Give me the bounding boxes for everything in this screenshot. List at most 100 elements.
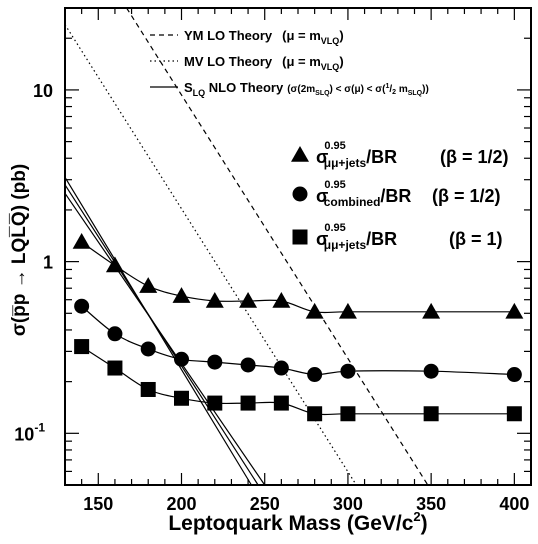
legend-extra: (σ(2m — [287, 84, 315, 95]
x-tick-label: 250 — [250, 494, 280, 514]
legend-close: ) — [339, 28, 343, 43]
data-point-circle — [506, 367, 522, 383]
data-point-circle — [340, 363, 356, 379]
x-axis-label: Leptoquark Mass (GeV/c2) — [168, 509, 427, 535]
legend-extra: (μ = m — [282, 54, 321, 69]
legend-fraction-slash: / — [389, 84, 392, 95]
y-tick-label: 10 — [33, 81, 53, 101]
data-point-triangle — [105, 256, 124, 273]
x-tick-label: 300 — [333, 494, 363, 514]
data-point-square — [307, 406, 323, 422]
legend-subscript: μμ+jets — [324, 238, 367, 252]
legend-superscript: 0.95 — [324, 222, 345, 234]
legend-label-dashed: YM LO Theory (μ = mVLQ) — [184, 28, 344, 46]
data-point-circle — [207, 354, 223, 370]
legend-beta-circle: (β = 1/2) — [432, 186, 501, 206]
legend-marker-circle — [292, 186, 308, 202]
y-tick-label: 10-1 — [14, 420, 45, 444]
legend-sigma: σ — [316, 229, 328, 249]
theory-curve-solid — [64, 192, 266, 486]
y-tick-label-base: 10 — [14, 424, 34, 444]
legend-close: )) — [422, 84, 429, 95]
legend-series-label-triangle: σ0.95 μμ+jets/BR — [316, 140, 397, 170]
legend-series-label-square: σ0.95 μμ+jets/BR — [316, 222, 397, 252]
legend-extra-subscript-2: SLQ — [408, 90, 423, 97]
data-point-triangle — [72, 233, 91, 249]
data-point-circle — [140, 341, 156, 357]
legend-sigma: σ — [316, 147, 328, 167]
legend-name-rest: NLO Theory — [205, 80, 284, 95]
legend-extra-2: ) < σ(μ) < σ( — [330, 84, 387, 95]
legend-name: MV LO Theory — [184, 54, 273, 69]
theory-curve-solid — [64, 176, 252, 486]
legend-beta-triangle: (β = 1/2) — [440, 147, 509, 167]
data-point-triangle — [272, 291, 291, 308]
legend-fraction-denominator: 2 — [392, 89, 396, 96]
legend-rest: /BR — [366, 229, 397, 249]
legend-label-solid: SLQ NLO Theory (σ(2mSLQ) < σ(μ) < σ(1/2 m… — [184, 80, 429, 98]
data-point-square — [273, 395, 289, 411]
legend-series-label-circle: σ0.95 combined/BR — [316, 179, 411, 209]
data-point-circle — [423, 363, 439, 379]
legend-close: ) — [339, 54, 343, 69]
data-point-triangle — [205, 291, 224, 308]
legend-sigma: σ — [316, 186, 328, 206]
data-point-square — [506, 406, 522, 422]
legend-subscript: combined — [324, 195, 381, 209]
legend-extra-subscript: SLQ — [315, 90, 330, 97]
legend-name: YM LO Theory — [184, 28, 273, 43]
legend-name-subscript: LQ — [193, 88, 206, 98]
theory-curve-dotted — [64, 24, 357, 486]
series-line-square — [81, 346, 515, 416]
y-tick-label: 1 — [43, 253, 53, 273]
series-line-triangle — [81, 241, 515, 314]
x-axis-label-exponent: 2 — [413, 509, 420, 524]
data-point-triangle — [305, 302, 324, 319]
data-point-circle — [240, 357, 256, 373]
data-point-circle — [107, 326, 123, 342]
series-line-circle — [81, 305, 515, 376]
data-point-triangle — [505, 302, 524, 319]
data-point-circle — [174, 351, 189, 367]
x-axis-label-main: Leptoquark Mass (GeV/c — [168, 512, 413, 535]
data-point-circle — [307, 367, 323, 383]
x-tick-label: 200 — [166, 494, 196, 514]
data-point-square — [140, 381, 156, 397]
data-point-square — [174, 390, 189, 406]
data-point-square — [107, 360, 123, 376]
data-point-triangle — [239, 291, 258, 308]
data-point-triangle — [172, 287, 191, 303]
legend-label-dotted: MV LO Theory (μ = mVLQ) — [184, 54, 344, 72]
data-point-square — [207, 395, 223, 411]
data-point-triangle — [139, 277, 158, 293]
x-axis-label-end: ) — [421, 512, 428, 535]
legend-superscript: 0.95 — [324, 140, 345, 152]
data-point-circle — [74, 298, 90, 314]
x-tick-label: 350 — [416, 494, 446, 514]
legend-extra-subscript: VLQ — [321, 36, 340, 46]
legend-beta-square: (β = 1) — [449, 229, 503, 249]
y-axis-label: σ(p̅p → LQL̅Q̅) (pb) — [9, 164, 30, 336]
legend-extra-subscript: VLQ — [321, 62, 340, 72]
y-tick-label-exponent: -1 — [34, 420, 45, 434]
data-point-square — [340, 406, 356, 422]
legend-extra: (μ = m — [282, 28, 321, 43]
legend-subscript: μμ+jets — [324, 156, 367, 170]
data-point-triangle — [338, 302, 357, 319]
x-tick-label: 400 — [499, 494, 529, 514]
data-point-square — [240, 395, 256, 411]
data-point-square — [423, 406, 439, 422]
legend-marker-triangle — [291, 146, 309, 162]
legend-fraction-numerator: 1 — [385, 83, 389, 90]
legend-rest: /BR — [366, 147, 397, 167]
legend-name: S — [184, 80, 193, 95]
legend-extra-3: m — [396, 84, 408, 95]
data-point-triangle — [422, 302, 441, 319]
legend-superscript: 0.95 — [324, 179, 345, 191]
legend-marker-square — [292, 229, 308, 245]
data-point-circle — [273, 360, 289, 376]
data-point-square — [74, 339, 90, 355]
x-tick-label: 150 — [83, 494, 113, 514]
legend-rest: /BR — [380, 186, 411, 206]
